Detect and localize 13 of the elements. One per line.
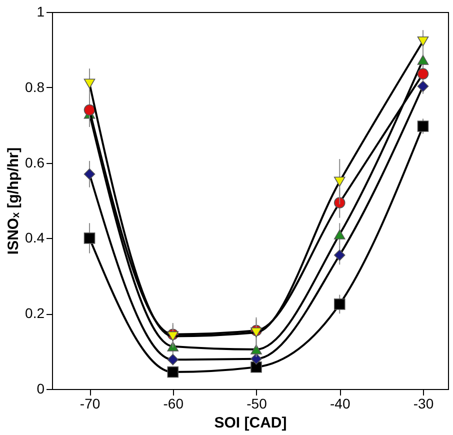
x-tick-label: -50 <box>246 396 268 412</box>
y-tick-label: 0.8 <box>25 78 45 95</box>
y-tick-label: 0.6 <box>25 154 45 170</box>
x-tick-label: -30 <box>413 396 434 412</box>
y-tick-label: 0.4 <box>25 230 45 246</box>
x-tick-label: -70 <box>80 396 100 412</box>
y-axis-title: ISNOₓ [g/hp/hr] <box>5 147 22 255</box>
x-axis-title: SOI [CAD] <box>214 414 287 432</box>
y-tick-label: 1 <box>36 4 45 20</box>
y-tick-label: 0.2 <box>25 305 45 322</box>
x-tick-label: -60 <box>163 396 184 412</box>
x-tick-label: -40 <box>330 396 350 412</box>
y-tick-label: 0 <box>36 380 45 396</box>
